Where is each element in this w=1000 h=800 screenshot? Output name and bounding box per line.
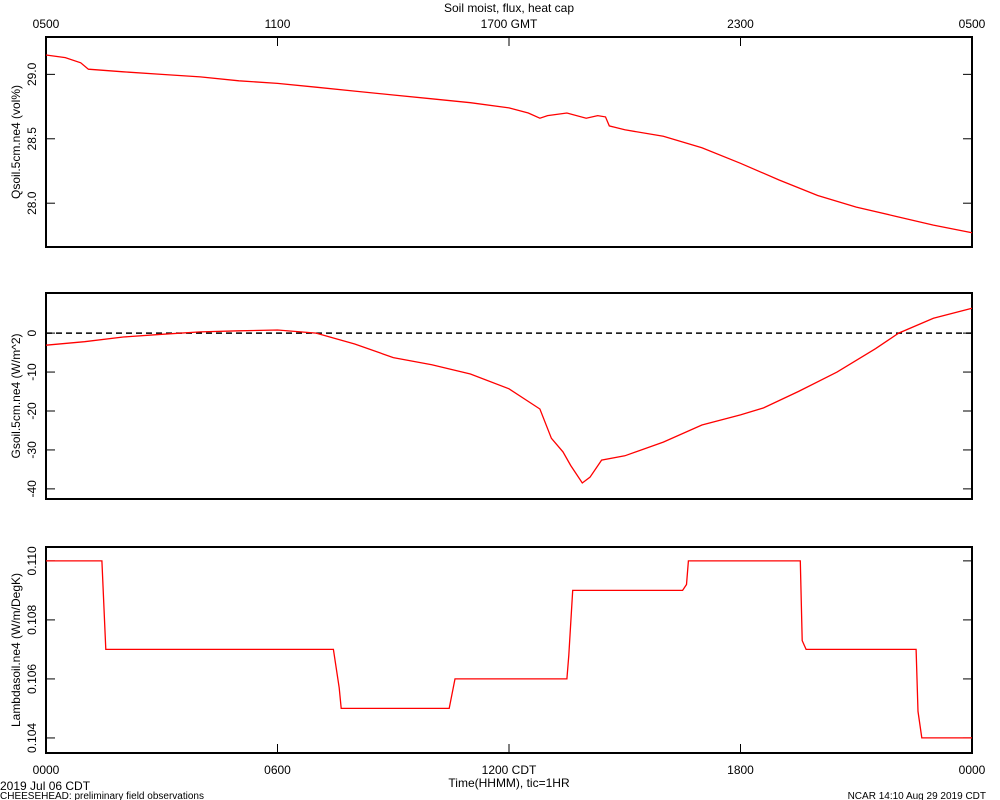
y-tick-label: -40 (25, 480, 39, 498)
y-tick-label: -10 (25, 363, 39, 381)
x-tick-label: 1800 (727, 763, 754, 777)
plot-frame (45, 292, 973, 500)
x2-tick-label: 1100 (265, 17, 291, 31)
x2-tick-label: 2300 (727, 17, 754, 31)
x-tick-label: 0000 (33, 763, 60, 777)
y-tick-label: 29.0 (25, 62, 39, 86)
x-tick-label: 0000 (959, 763, 986, 777)
y-tick-label: 28.5 (25, 127, 39, 151)
x2-tick-label: 0500 (33, 17, 60, 31)
footer-right: NCAR 14:10 Aug 29 2019 CDT (848, 791, 986, 800)
x-tick-label: 1200 CDT (482, 763, 537, 777)
data-line (46, 560, 972, 739)
footer-left: CHEESEHEAD: preliminary field observatio… (0, 791, 204, 800)
y-axis-label: Qsoil.5cm.ne4 (vol%) (9, 85, 23, 199)
x-axis-label: Time(HHMM), tic=1HR (448, 776, 570, 790)
x2-tick-label: 0500 (959, 17, 986, 31)
y-tick-label: 28.0 (25, 191, 39, 215)
x-tick-label: 0600 (264, 763, 291, 777)
y-tick-label: 0.104 (25, 723, 39, 753)
data-line (45, 307, 973, 484)
y-tick-label: 0.106 (25, 664, 39, 694)
data-line (45, 54, 973, 234)
y-axis-label: Lambdasoil.ne4 (W/m/DegK) (9, 573, 23, 727)
y-axis-label: Gsoil.5cm.ne4 (W/m^2) (9, 334, 23, 459)
y-tick-label: 0.110 (25, 546, 39, 575)
chart-title: Soil moist, flux, heat cap (444, 1, 574, 15)
x2-tick-label: 1700 GMT (481, 17, 538, 31)
y-tick-label: 0.108 (25, 605, 39, 635)
date-label: 2019 Jul 06 CDT (0, 779, 91, 793)
plot-frame (45, 36, 973, 248)
y-tick-label: -30 (25, 441, 39, 459)
y-tick-label: 0 (25, 329, 39, 336)
y-tick-label: -20 (25, 402, 39, 420)
